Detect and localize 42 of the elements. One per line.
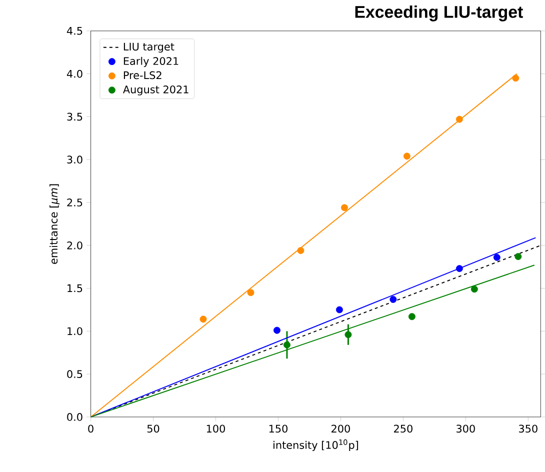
x-tick-label: 100: [206, 424, 225, 433]
y-axis-title: emittance [μm]: [50, 184, 60, 264]
x-axis-title: intensity [10$^{10}$p]: [274, 440, 358, 452]
point: [273, 326, 280, 334]
y-tick-label: 2.0: [67, 242, 82, 250]
point: [456, 116, 463, 123]
x-tick-label: 300: [456, 424, 475, 433]
y-tick-label: 2.5: [67, 198, 82, 207]
point: [344, 331, 352, 338]
x-tick-label: 0: [88, 424, 94, 433]
point: [200, 316, 207, 323]
legend-label: Pre-LS2: [124, 71, 162, 80]
y-tick-label: 3.0: [67, 156, 82, 164]
x-tick-label: 350: [519, 424, 538, 433]
point: [512, 74, 520, 82]
legend-label: August 2021: [122, 86, 188, 96]
point: [470, 286, 478, 293]
point: [408, 313, 416, 320]
point: [336, 306, 343, 314]
point: [514, 253, 522, 260]
x-tick-label: 200: [332, 424, 350, 433]
chart-title: Exceeding LIU-target: [355, 6, 523, 22]
x-tick-label: 50: [147, 424, 160, 433]
point: [297, 247, 304, 254]
y-tick-label: 4.5: [66, 27, 82, 35]
legend-label: Early 2021: [124, 56, 178, 68]
legend-label: LIU target: [124, 42, 174, 53]
y-tick-label: 1.0: [68, 327, 82, 336]
y-tick-label: 3.5: [67, 112, 82, 121]
point: [340, 204, 348, 212]
y-tick-label: 0.0: [67, 413, 82, 421]
point: [493, 254, 500, 261]
point: [456, 265, 463, 272]
point: [247, 289, 254, 296]
point: [283, 342, 290, 348]
x-tick-label: 150: [269, 424, 288, 433]
x-tick-label: 250: [394, 424, 412, 433]
y-tick-label: 0.5: [67, 370, 82, 378]
y-tick-label: 1.5: [68, 284, 82, 292]
y-tick-label: 4.0: [66, 70, 82, 78]
point: [390, 296, 397, 303]
point: [403, 152, 410, 160]
